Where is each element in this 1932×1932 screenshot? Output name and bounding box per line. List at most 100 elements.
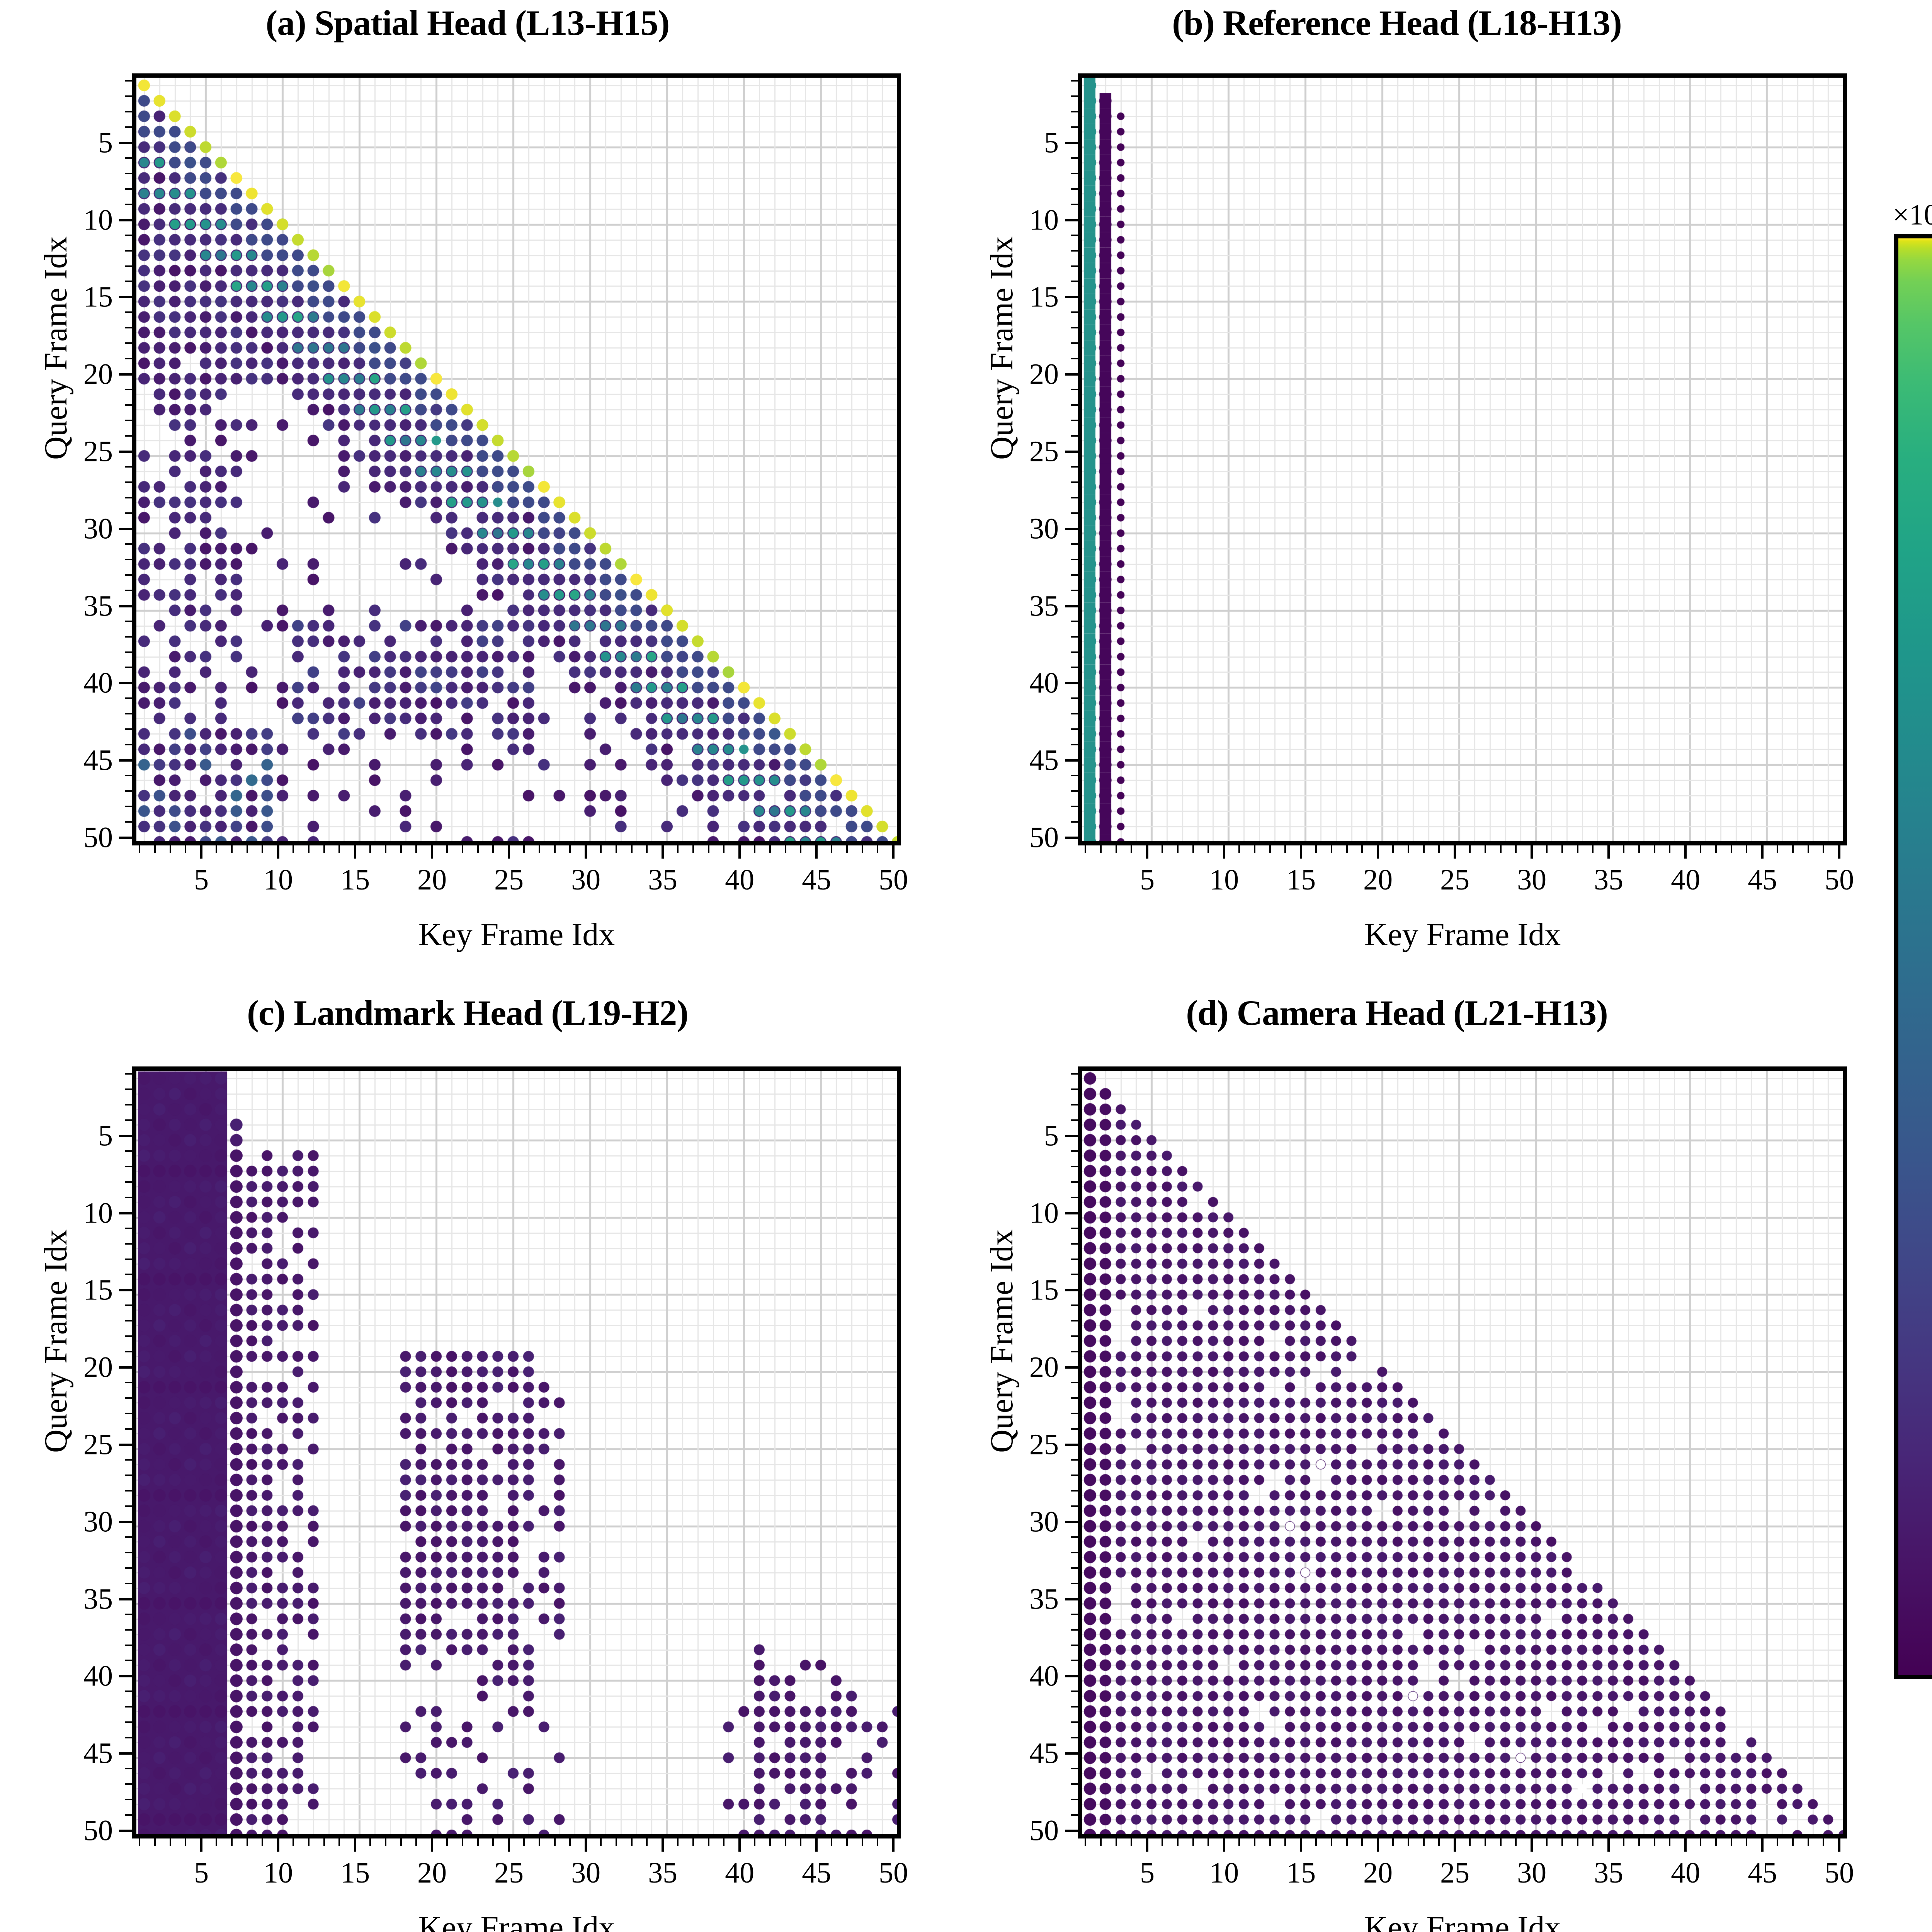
panel-xtick <box>1792 845 1794 853</box>
panel-xtick <box>1823 845 1825 853</box>
panel-ytick <box>125 1567 132 1569</box>
panel-xtick <box>1546 1838 1548 1846</box>
panel-yticklabel: 45 <box>1029 744 1059 777</box>
panel-ytick <box>1071 1150 1078 1152</box>
panel-a-plot-area[interactable] <box>132 73 901 845</box>
panel-yticklabel: 30 <box>1029 1505 1059 1538</box>
panel-xtick <box>477 1838 479 1846</box>
panel-xtick <box>1776 1838 1778 1846</box>
panel-ytick <box>1071 1536 1078 1538</box>
panel-ytick <box>125 358 132 360</box>
panel-xticklabel: 45 <box>802 1857 832 1889</box>
panel-xtick <box>1653 1838 1655 1846</box>
panel-xtick <box>846 1838 848 1846</box>
panel-xtick <box>631 845 633 853</box>
panel-xtick <box>1807 845 1809 853</box>
panel-xtick <box>1284 1838 1286 1846</box>
panel-yticklabel: 35 <box>83 590 113 622</box>
panel-xtick <box>1192 1838 1194 1846</box>
panel-xtick <box>354 845 357 859</box>
panel-xtick <box>769 1838 771 1846</box>
panel-d-plot-area[interactable] <box>1078 1066 1847 1838</box>
panel-xticklabel: 35 <box>1594 864 1624 896</box>
panel-ytick <box>1071 667 1078 668</box>
panel-ytick <box>1071 589 1078 591</box>
panel-ytick <box>125 1613 132 1615</box>
panel-yticklabel: 15 <box>83 281 113 313</box>
panel-ytick <box>125 713 132 715</box>
panel-xtick <box>830 1838 832 1846</box>
panel-ytick <box>1071 95 1078 97</box>
panel-xticklabel: 30 <box>571 864 601 896</box>
panel-xtick <box>246 1838 248 1846</box>
panel-yticklabel: 35 <box>1029 1583 1059 1616</box>
panel-ytick <box>125 203 132 205</box>
panel-ytick <box>1071 481 1078 483</box>
panel-xtick <box>600 1838 602 1846</box>
panel-xtick <box>815 845 818 859</box>
panel-xticklabel: 20 <box>1363 1857 1393 1889</box>
panel-b-plot-area[interactable] <box>1078 73 1847 845</box>
panel-xticklabel: 15 <box>340 864 370 896</box>
panel-ytick <box>125 728 132 730</box>
panel-xtick <box>200 1838 203 1852</box>
panel-yticklabel: 45 <box>1029 1737 1059 1770</box>
panel-ytick <box>125 466 132 468</box>
panel-ytick <box>125 543 132 545</box>
panel-xticklabel: 20 <box>417 1857 447 1889</box>
panel-xtick <box>492 845 494 853</box>
panel-xtick <box>1592 845 1594 853</box>
panel-yticklabel: 50 <box>83 821 113 854</box>
panel-xtick <box>338 1838 340 1846</box>
panel-ytick <box>125 775 132 777</box>
panel-ytick <box>1071 1088 1078 1090</box>
panel-xtick <box>538 1838 540 1846</box>
panel-ytick <box>125 1768 132 1770</box>
panel-xtick <box>1084 1838 1086 1846</box>
panel-xtick <box>723 1838 725 1846</box>
panel-ytick <box>1071 389 1078 391</box>
panel-xtick <box>1454 845 1456 859</box>
panel-xticklabel: 15 <box>1286 864 1316 896</box>
panel-xtick <box>1592 1838 1594 1846</box>
panel-xtick <box>631 1838 633 1846</box>
panel-ytick <box>125 1474 132 1476</box>
panel-xtick <box>1208 1838 1209 1846</box>
panel-xtick <box>1638 1838 1640 1846</box>
panel-xtick <box>1361 1838 1363 1846</box>
panel-ytick <box>125 1382 132 1384</box>
panel-ytick <box>1071 1644 1078 1646</box>
panel-ytick <box>125 1814 132 1816</box>
panel-yticklabel: 5 <box>98 126 113 159</box>
panel-ytick <box>125 497 132 498</box>
panel-xtick <box>784 845 786 853</box>
panel-xtick <box>569 845 571 853</box>
panel-xtick <box>1423 845 1425 853</box>
panel-ytick <box>125 821 132 823</box>
panel-xtick <box>662 845 664 859</box>
panel-ytick <box>1071 1459 1078 1461</box>
panel-xtick <box>646 845 648 853</box>
panel-xticklabel: 5 <box>1140 1857 1155 1889</box>
panel-ytick <box>1071 636 1078 638</box>
panel-ytick <box>1071 1119 1078 1121</box>
panel-xticklabel: 10 <box>1209 864 1239 896</box>
panel-xtick <box>1484 845 1486 853</box>
panel-yticklabel: 45 <box>83 744 113 777</box>
panel-xtick <box>415 1838 417 1846</box>
panel-xtick <box>1546 845 1548 853</box>
panel-ytick <box>125 806 132 808</box>
panel-xtick <box>1423 1838 1425 1846</box>
panel-c-plot-area[interactable] <box>132 1066 901 1838</box>
panel-xtick <box>815 1838 818 1852</box>
panel-ytick <box>1071 1243 1078 1245</box>
panel-ytick <box>125 1737 132 1739</box>
panel-yticklabel: 40 <box>1029 1660 1059 1692</box>
panel-ytick <box>1071 697 1078 699</box>
panel-ytick <box>125 1505 132 1507</box>
panel-xtick <box>154 845 156 853</box>
panel-ytick <box>119 1752 132 1755</box>
panel-ytick <box>1071 1799 1078 1801</box>
panel-ytick <box>125 1799 132 1801</box>
panel-xtick <box>1684 1838 1687 1852</box>
